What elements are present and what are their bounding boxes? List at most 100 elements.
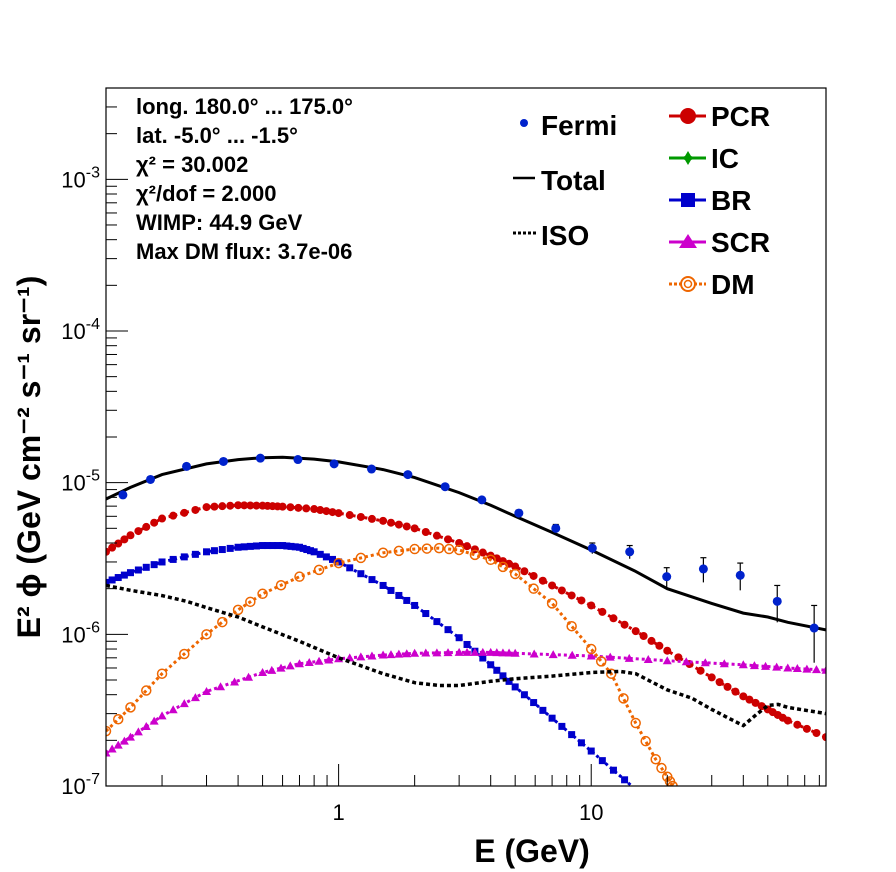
series-dm-marker (485, 554, 496, 566)
series-dm-marker (605, 668, 617, 679)
series-dm-marker (377, 547, 389, 559)
series-pcr-marker (739, 692, 748, 701)
y-tick-exponent: -7 (86, 771, 100, 788)
series-br-marker (295, 543, 303, 551)
series-br-marker (191, 550, 199, 558)
series-br-marker (158, 558, 166, 566)
series-pcr-marker (158, 514, 167, 523)
series-scr-marker (662, 656, 672, 665)
y-tick-base: 10 (61, 471, 85, 496)
series-br-marker (479, 654, 487, 662)
series-scr-marker (304, 657, 314, 666)
series-br-marker (108, 576, 116, 584)
fermi-point (182, 461, 192, 471)
series-pcr-marker (463, 542, 472, 551)
fermi-layer (118, 453, 819, 663)
series-scr-marker (190, 693, 200, 702)
series-pcr-marker (620, 620, 629, 629)
series-scr-marker (719, 659, 729, 668)
series-br-marker (283, 542, 291, 550)
series-dm-marker (393, 545, 405, 557)
fermi-point (809, 623, 819, 633)
fermi-point (293, 455, 303, 465)
y-tick-exponent: -4 (86, 316, 100, 333)
series-scr-marker (276, 663, 286, 672)
series-pcr-marker (322, 507, 331, 516)
fermi-point (255, 453, 265, 463)
series-scr-marker (285, 661, 295, 670)
fermi-point (145, 474, 155, 484)
series-pcr-marker (577, 596, 586, 605)
series-pcr-marker (598, 607, 607, 616)
series-scr-marker (244, 672, 254, 681)
series-pcr-marker (234, 501, 243, 510)
series-dm-marker (453, 544, 465, 556)
series-br-marker (240, 543, 248, 551)
series-br-marker (114, 574, 122, 582)
x-axis-label: E (GeV) (474, 833, 590, 869)
series-dm-marker (497, 561, 509, 573)
series-pcr-marker (379, 516, 388, 525)
series-scr-marker (548, 650, 558, 659)
series-pcr-marker (252, 501, 261, 510)
series-br-marker (548, 714, 556, 722)
legend-label: SCR (711, 227, 770, 258)
series-br-marker (142, 563, 150, 571)
legend-label: BR (711, 185, 751, 216)
series-pcr-marker (191, 505, 200, 514)
legend-label: DM (711, 269, 755, 300)
series-scr-marker (367, 651, 377, 660)
series-br-marker (499, 672, 507, 680)
series-pcr-marker (455, 539, 464, 548)
series-pcr-marker (631, 627, 640, 636)
series-br-marker (598, 757, 606, 765)
series-pcr-marker (696, 666, 705, 675)
series-scr-line (106, 650, 826, 755)
series-br-marker (303, 546, 311, 554)
series-dm-marker (106, 725, 112, 737)
y-tick-base: 10 (61, 622, 85, 647)
series-br-marker (259, 542, 267, 550)
series-pcr-marker (529, 571, 538, 580)
series-pcr-marker (246, 501, 255, 510)
fermi-point (698, 564, 708, 574)
series-br-marker (180, 553, 188, 561)
x-tick-label: 10 (579, 800, 603, 825)
series-scr-marker (356, 652, 366, 661)
series-br-marker (455, 634, 463, 642)
series-dm-marker (595, 656, 607, 667)
y-tick-exponent: -6 (86, 619, 100, 636)
series-pcr-marker (548, 581, 557, 590)
fermi-point (218, 456, 228, 466)
series-br-marker (150, 561, 158, 569)
legend-label: Total (541, 165, 606, 196)
series-br-marker (269, 542, 277, 550)
series-pcr-marker (751, 698, 760, 707)
series-scr-marker (783, 663, 793, 672)
series-scr-marker (821, 665, 826, 674)
series-dm-marker (125, 702, 136, 713)
series-pcr-marker (114, 539, 123, 548)
series-scr-marker (324, 655, 334, 664)
series-scr-marker (478, 647, 488, 656)
series-scr-marker (454, 647, 464, 656)
series-scr-marker (157, 711, 167, 720)
series-br-marker (558, 722, 566, 730)
series-scr-marker (402, 649, 412, 658)
fermi-point (625, 547, 635, 557)
series-scr-marker (749, 661, 759, 670)
series-pcr-marker (226, 501, 235, 510)
series-scr-marker (394, 649, 404, 658)
series-pcr-marker (802, 724, 811, 733)
series-br-marker (106, 578, 110, 586)
series-br-marker (621, 776, 629, 784)
series-pcr-marker (731, 687, 740, 696)
info-line: χ² = 30.002 (136, 152, 248, 177)
series-scr-marker (792, 664, 802, 673)
series-pcr-marker (723, 682, 732, 691)
y-tick-label: 10-3 (61, 164, 100, 192)
series-pcr-marker (812, 728, 821, 737)
info-line: WIMP: 44.9 GeV (136, 210, 303, 235)
